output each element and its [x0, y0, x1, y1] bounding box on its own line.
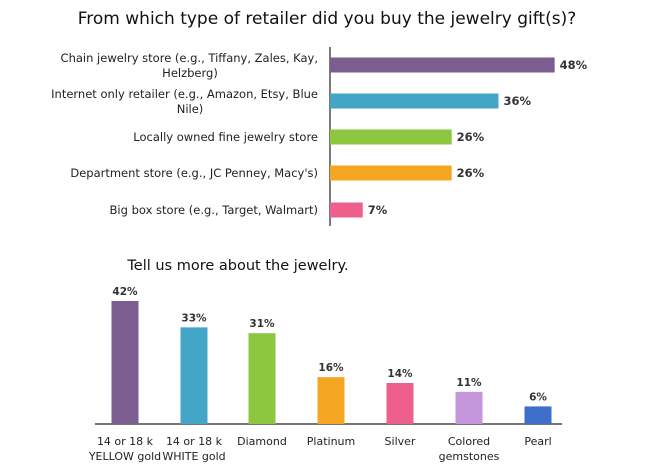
bar-1-value-label-0: 48% [560, 58, 588, 72]
bar-2-5 [455, 391, 483, 424]
bar-1-category-label-2: Locally owned fine jewelry store [133, 130, 318, 144]
bar-1-value-label-4: 7% [368, 203, 388, 217]
bar-1-category-label-3: Department store (e.g., JC Penney, Macy'… [70, 166, 318, 180]
bar-2-category-label-4: Silver [385, 435, 416, 448]
bar-2-category-label-1-line-0: 14 or 18 k [166, 435, 223, 448]
bar-2-3 [317, 377, 345, 424]
bar-2-2 [248, 333, 276, 424]
bar-2-4 [386, 383, 414, 424]
bar-2-category-label-3: Platinum [307, 435, 355, 448]
bar-1-4 [330, 202, 363, 218]
bar-1-category-label-4: Big box store (e.g., Target, Walmart) [110, 203, 318, 217]
bar-1-category-label-0-line-1: Helzberg) [162, 66, 218, 80]
bar-2-category-label-6: Pearl [524, 435, 551, 448]
bar-2-category-label-1-line-1: WHITE gold [162, 450, 225, 463]
bar-2-value-label-0: 42% [112, 286, 138, 298]
bar-1-1 [330, 93, 499, 109]
bar-1-0 [330, 57, 555, 73]
bar-1-category-label-1-line-1: Nile) [177, 102, 204, 116]
chart-2-title: Tell us more about the jewelry. [126, 258, 348, 274]
bar-2-category-label-5-line-0: Colored [448, 435, 490, 448]
bar-1-value-label-2: 26% [457, 130, 485, 144]
chart-1-title: From which type of retailer did you buy … [78, 9, 577, 29]
bar-1-category-label-0-line-0: Chain jewelry store (e.g., Tiffany, Zale… [61, 51, 318, 65]
bar-2-value-label-3: 16% [318, 362, 344, 374]
bar-2-value-label-4: 14% [387, 368, 413, 380]
bar-1-category-label-1-line-0: Internet only retailer (e.g., Amazon, Et… [51, 87, 318, 101]
bar-2-1 [180, 327, 208, 424]
bar-2-6 [524, 406, 552, 424]
bar-2-value-label-6: 6% [529, 391, 547, 403]
bar-2-value-label-1: 33% [181, 312, 207, 324]
bar-1-3 [330, 165, 452, 181]
bar-2-value-label-2: 31% [249, 318, 275, 330]
bar-2-value-label-5: 11% [456, 377, 482, 389]
bar-1-value-label-1: 36% [503, 94, 531, 108]
bar-2-category-label-5-line-1: gemstones [439, 450, 500, 463]
bar-1-value-label-3: 26% [457, 166, 485, 180]
bar-2-category-label-0-line-1: YELLOW gold [88, 450, 161, 463]
bar-2-0 [111, 301, 139, 424]
bar-2-category-label-0-line-0: 14 or 18 k [97, 435, 154, 448]
bar-1-2 [330, 129, 452, 145]
bar-2-category-label-2: Diamond [237, 435, 287, 448]
